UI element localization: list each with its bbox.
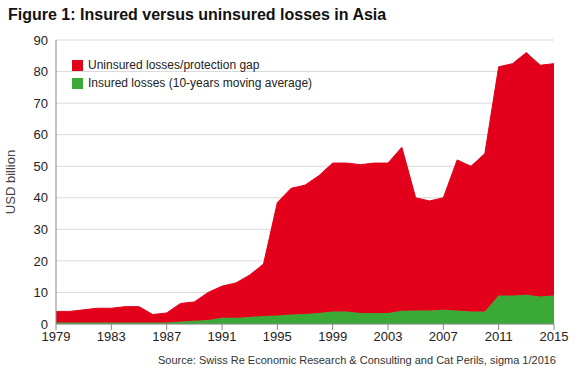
svg-text:40: 40 <box>34 190 48 205</box>
svg-text:1983: 1983 <box>97 329 126 344</box>
svg-text:1995: 1995 <box>263 329 292 344</box>
svg-text:1999: 1999 <box>318 329 347 344</box>
svg-text:20: 20 <box>34 254 48 269</box>
svg-text:80: 80 <box>34 64 48 79</box>
html-text:Insured losses (10-years movin: Insured losses (10-years moving average) <box>88 76 313 90</box>
svg-text:50: 50 <box>34 159 48 174</box>
svg-text:90: 90 <box>34 33 48 48</box>
svg-text:10: 10 <box>34 285 48 300</box>
html-text:Figure 1: Insured versus unins: Figure 1: Insured versus uninsured losse… <box>8 6 387 23</box>
svg-text:2015: 2015 <box>540 329 568 344</box>
svg-text:0: 0 <box>41 317 48 332</box>
svg-text:60: 60 <box>34 127 48 142</box>
svg-text:2003: 2003 <box>374 329 403 344</box>
svg-text:2011: 2011 <box>485 329 513 344</box>
svg-text:USD billion: USD billion <box>8 150 18 214</box>
svg-text:2007: 2007 <box>429 329 458 344</box>
html-text:Source: Swiss Re Economic Rese: Source: Swiss Re Economic Research & Con… <box>158 354 556 366</box>
svg-text:1987: 1987 <box>152 329 181 344</box>
svg-text:70: 70 <box>34 96 48 111</box>
svg-text:30: 30 <box>34 222 48 237</box>
svg-text:1991: 1991 <box>208 329 237 344</box>
svg-text:1979: 1979 <box>41 329 71 345</box>
html-text:Uninsured losses/protection ga: Uninsured losses/protection gap <box>88 58 260 72</box>
